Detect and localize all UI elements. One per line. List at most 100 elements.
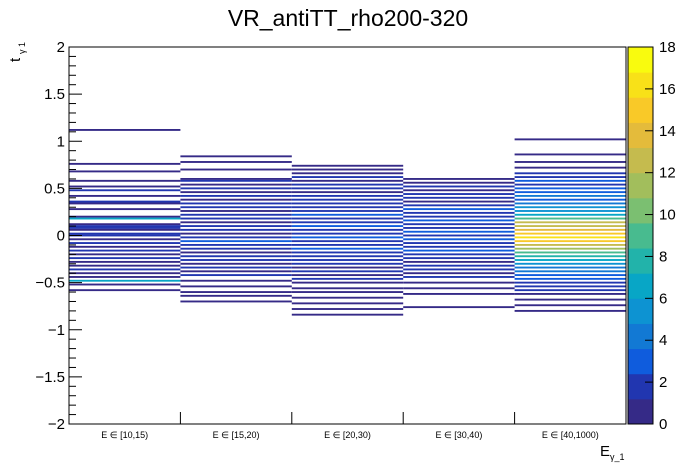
heatmap-cell-1-33 bbox=[180, 294, 292, 297]
heatmap-cell-0-14 bbox=[69, 227, 181, 229]
heatmap-cell-2-0 bbox=[291, 164, 404, 167]
heatmap-cell-0-20 bbox=[69, 245, 181, 248]
heatmap-cell-1-25 bbox=[180, 259, 292, 261]
heatmap-cell-1-17 bbox=[180, 228, 292, 231]
heatmap-cell-1-32 bbox=[180, 291, 292, 293]
color-scale-label: 10 bbox=[659, 207, 676, 224]
heatmap-cell-1-6 bbox=[180, 187, 292, 190]
heatmap-cell-4-19 bbox=[514, 228, 626, 231]
heatmap-cell-4-27 bbox=[514, 259, 626, 261]
heatmap-cell-4-6 bbox=[514, 179, 626, 182]
y-axis-title-subscript: γ 1 bbox=[17, 42, 27, 54]
heatmap-cell-1-20 bbox=[180, 240, 292, 243]
heatmap-cell-3-9 bbox=[403, 211, 515, 214]
heatmap-cell-1-15 bbox=[180, 221, 292, 224]
heatmap-cell-1-24 bbox=[180, 255, 292, 258]
x-axis: E ∈ [10,15) E ∈ [15,20) E ∈ [20,30) E ∈ [30… bbox=[101, 412, 599, 440]
heatmap-cell-1-5 bbox=[180, 183, 292, 186]
heatmap-cell-2-3 bbox=[291, 176, 404, 179]
heatmap-cell-2-26 bbox=[291, 262, 404, 265]
heatmap-cell-1-22 bbox=[180, 247, 292, 250]
heatmap-cell-3-1 bbox=[403, 181, 515, 184]
heatmap-cell-1-27 bbox=[180, 266, 292, 269]
heatmap-cell-3-14 bbox=[403, 230, 515, 233]
heatmap-cell-4-20 bbox=[514, 232, 626, 235]
heatmap-cell-4-13 bbox=[514, 206, 626, 209]
heatmap-cell-3-23 bbox=[403, 264, 515, 267]
color-scale-segment bbox=[628, 197, 653, 224]
heatmap-cell-3-8 bbox=[403, 208, 515, 211]
heatmap-cell-1-8 bbox=[180, 194, 292, 197]
x-axis-title: E γ_1 bbox=[600, 443, 625, 462]
heatmap-cell-4-23 bbox=[514, 243, 626, 246]
heatmap-cell-0-0 bbox=[69, 129, 181, 131]
y-tick-label: −0.5 bbox=[35, 275, 65, 292]
heatmap-cell-4-36 bbox=[514, 292, 626, 295]
heatmap-cell-3-25 bbox=[403, 272, 515, 275]
heatmap-cell-2-27 bbox=[291, 266, 404, 269]
heatmap-cell-3-6 bbox=[403, 200, 515, 203]
heatmap-cell-2-36 bbox=[291, 308, 404, 310]
heatmap-cell-3-29 bbox=[403, 292, 515, 295]
heatmap-cell-3-28 bbox=[403, 287, 515, 290]
heatmap-cell-3-0 bbox=[403, 178, 515, 180]
color-scale-segment bbox=[628, 348, 653, 375]
heatmap-cell-1-16 bbox=[180, 225, 292, 228]
heatmap-cell-4-29 bbox=[514, 266, 626, 269]
color-scale-label: 12 bbox=[659, 165, 676, 182]
y-tick-label: 1.5 bbox=[44, 86, 65, 103]
heatmap-cell-0-1 bbox=[69, 162, 181, 165]
heatmap-cell-0-21 bbox=[69, 249, 181, 252]
heatmap-cell-1-18 bbox=[180, 232, 292, 235]
y-axis-title: t γ 1 bbox=[7, 42, 27, 62]
heatmap-cell-4-10 bbox=[514, 194, 626, 197]
heatmap-cell-3-7 bbox=[403, 204, 515, 207]
heatmap-cell-2-25 bbox=[291, 259, 404, 261]
heatmap-cell-4-24 bbox=[514, 247, 626, 250]
heatmap-cell-0-24 bbox=[69, 260, 181, 263]
heatmap-cell-4-3 bbox=[514, 166, 626, 169]
color-scale-label: 8 bbox=[659, 248, 667, 265]
heatmap-cell-0-8 bbox=[69, 202, 181, 205]
heatmap-cell-3-12 bbox=[403, 223, 515, 226]
color-scale: 0 2 4 6 8 10 12 14 16 18 bbox=[627, 39, 676, 433]
x-category-label: E ∈ [15,20) bbox=[213, 430, 260, 440]
y-axis-title-main: t bbox=[7, 57, 24, 62]
heatmap-cell-1-4 bbox=[180, 179, 292, 182]
heatmap-cell-1-0 bbox=[180, 155, 292, 158]
color-scale-frame bbox=[627, 46, 654, 425]
heatmap-cell-3-30 bbox=[403, 306, 515, 309]
color-scale-segment bbox=[628, 398, 653, 425]
heatmap-cell-1-19 bbox=[180, 236, 292, 239]
heatmap-cell-4-4 bbox=[514, 172, 626, 175]
heatmap-cell-4-2 bbox=[514, 161, 626, 163]
heatmap-cell-0-16 bbox=[69, 232, 181, 235]
heatmap-cell-2-11 bbox=[291, 206, 404, 209]
heatmap-cell-0-18 bbox=[69, 238, 181, 241]
heatmap-cell-4-25 bbox=[514, 251, 626, 254]
heatmap-cell-4-8 bbox=[514, 187, 626, 190]
heatmap-cell-4-28 bbox=[514, 262, 626, 265]
heatmap-cell-0-2 bbox=[69, 170, 181, 173]
heatmap-cell-4-18 bbox=[514, 225, 626, 228]
color-scale-label: 0 bbox=[659, 416, 667, 433]
x-category-label: E ∈ [10,15) bbox=[101, 430, 148, 440]
heatmap-cell-2-1 bbox=[291, 168, 404, 171]
heatmap-cell-2-18 bbox=[291, 232, 404, 235]
heatmap-cell-2-8 bbox=[291, 194, 404, 197]
heatmap-cell-2-30 bbox=[291, 277, 404, 280]
heatmap-cell-3-16 bbox=[403, 238, 515, 241]
heatmap-cell-4-34 bbox=[514, 285, 626, 288]
heatmap-cell-0-12 bbox=[69, 223, 181, 226]
heatmap-cell-4-17 bbox=[514, 221, 626, 224]
heatmap-cell-4-1 bbox=[514, 153, 626, 156]
heatmap-cell-4-9 bbox=[514, 191, 626, 194]
color-scale-label: 4 bbox=[659, 332, 667, 349]
heatmap-cell-1-23 bbox=[180, 251, 292, 254]
heatmap-cell-0-15 bbox=[69, 228, 181, 231]
heatmap-cell-3-20 bbox=[403, 253, 515, 256]
heatmap-cell-3-15 bbox=[403, 234, 515, 237]
heatmap-cell-0-7 bbox=[69, 200, 181, 203]
heatmap-cell-4-14 bbox=[514, 210, 626, 212]
